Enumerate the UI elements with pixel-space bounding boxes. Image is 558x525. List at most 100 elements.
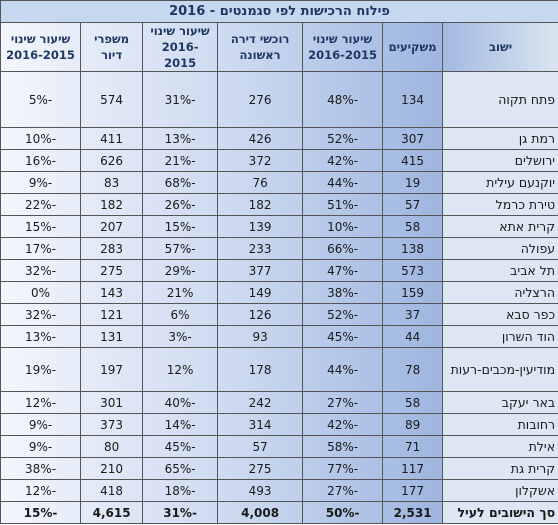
table-row: עפולה 138 -66% 233 -57% 283 -17% <box>0 237 558 260</box>
value-cell: 2,531 <box>382 501 444 524</box>
value-cell: 58 <box>382 391 444 414</box>
table-row: תל אביב 573 -47% 377 -29% 275 -32% <box>0 259 558 282</box>
value-cell: -9% <box>0 413 82 436</box>
value-cell: -22% <box>0 193 82 216</box>
column-header: שיעור שינוי 2016-2015 <box>302 22 384 72</box>
city-cell: קרית אתא <box>442 215 558 238</box>
city-cell: עפולה <box>442 237 558 260</box>
value-cell: 242 <box>217 391 304 414</box>
value-cell: -10% <box>302 215 384 238</box>
value-cell: -50% <box>302 501 384 524</box>
value-cell: -47% <box>302 259 384 282</box>
city-cell: אילת <box>442 435 558 458</box>
value-cell: 233 <box>217 237 304 260</box>
value-cell: 78 <box>382 347 444 392</box>
value-cell: -14% <box>142 413 219 436</box>
city-cell: יוקנעם עילית <box>442 171 558 194</box>
city-cell: הרצליה <box>442 281 558 304</box>
value-cell: -52% <box>302 127 384 150</box>
value-cell: 37 <box>382 303 444 326</box>
value-cell: -31% <box>142 501 219 524</box>
table-row: רחובות 89 -42% 314 -14% 373 -9% <box>0 413 558 436</box>
city-cell: אשקלון <box>442 479 558 502</box>
table-row: פתח תקוה 134 -48% 276 -31% 574 -5% <box>0 71 558 128</box>
value-cell: 574 <box>80 71 144 128</box>
value-cell: 276 <box>217 71 304 128</box>
value-cell: 71 <box>382 435 444 458</box>
value-cell: 197 <box>80 347 144 392</box>
value-cell: 57 <box>217 435 304 458</box>
value-cell: 307 <box>382 127 444 150</box>
value-cell: 178 <box>217 347 304 392</box>
city-cell: קרית גת <box>442 457 558 480</box>
column-header: משקיעים <box>382 22 444 72</box>
value-cell: -65% <box>142 457 219 480</box>
table-row: אשקלון 177 -27% 493 -18% 418 -12% <box>0 479 558 502</box>
value-cell: 121 <box>80 303 144 326</box>
value-cell: -27% <box>302 479 384 502</box>
table-row: סך הישובים לעיל 2,531 -50% 4,008 -31% 4,615 -1… <box>0 501 558 524</box>
value-cell: -15% <box>0 215 82 238</box>
value-cell: -66% <box>302 237 384 260</box>
value-cell: 83 <box>80 171 144 194</box>
value-cell: 177 <box>382 479 444 502</box>
value-cell: 21% <box>142 281 219 304</box>
city-cell: פתח תקוה <box>442 71 558 128</box>
table-row: הרצליה 159 -38% 149 21% 143 0% <box>0 281 558 304</box>
column-header: משפרי דיור <box>80 22 144 72</box>
value-cell: -12% <box>0 479 82 502</box>
value-cell: 626 <box>80 149 144 172</box>
value-cell: 210 <box>80 457 144 480</box>
value-cell: -16% <box>0 149 82 172</box>
table-row: אילת 71 -58% 57 -45% 80 -9% <box>0 435 558 458</box>
value-cell: -9% <box>0 171 82 194</box>
value-cell: -3% <box>142 325 219 348</box>
table-row: קרית גת 117 -77% 275 -65% 210 -38% <box>0 457 558 480</box>
table-row: יוקנעם עילית 19 -44% 76 -68% 83 -9% <box>0 171 558 194</box>
value-cell: -42% <box>302 149 384 172</box>
value-cell: 493 <box>217 479 304 502</box>
value-cell: -19% <box>0 347 82 392</box>
value-cell: -57% <box>142 237 219 260</box>
table-body: פתח תקוה 134 -48% 276 -31% 574 -5% רמת גן 307 -52… <box>0 71 558 524</box>
value-cell: -5% <box>0 71 82 128</box>
value-cell: 573 <box>382 259 444 282</box>
value-cell: 149 <box>217 281 304 304</box>
value-cell: -12% <box>0 391 82 414</box>
city-cell: כפר סבא <box>442 303 558 326</box>
value-cell: -21% <box>142 149 219 172</box>
value-cell: -40% <box>142 391 219 414</box>
value-cell: -44% <box>302 347 384 392</box>
value-cell: 89 <box>382 413 444 436</box>
value-cell: 275 <box>217 457 304 480</box>
value-cell: -32% <box>0 303 82 326</box>
value-cell: 58 <box>382 215 444 238</box>
table-row: טירת כרמל 57 -51% 182 -26% 182 -22% <box>0 193 558 216</box>
value-cell: 182 <box>80 193 144 216</box>
value-cell: -68% <box>142 171 219 194</box>
city-cell: הוד השרון <box>442 325 558 348</box>
value-cell: 57 <box>382 193 444 216</box>
value-cell: -42% <box>302 413 384 436</box>
value-cell: -15% <box>142 215 219 238</box>
value-cell: 159 <box>382 281 444 304</box>
value-cell: -13% <box>142 127 219 150</box>
value-cell: -38% <box>302 281 384 304</box>
value-cell: 19 <box>382 171 444 194</box>
header-row: ישוב משקיעים שיעור שינוי 2016-2015 רוכשי די… <box>0 22 558 72</box>
value-cell: 80 <box>80 435 144 458</box>
value-cell: -15% <box>0 501 82 524</box>
city-cell: רחובות <box>442 413 558 436</box>
value-cell: 143 <box>80 281 144 304</box>
value-cell: -38% <box>0 457 82 480</box>
value-cell: 377 <box>217 259 304 282</box>
table-row: הוד השרון 44 -45% 93 -3% 131 -13% <box>0 325 558 348</box>
value-cell: 411 <box>80 127 144 150</box>
value-cell: -18% <box>142 479 219 502</box>
table-row: קרית אתא 58 -10% 139 -15% 207 -15% <box>0 215 558 238</box>
value-cell: -77% <box>302 457 384 480</box>
city-cell: רמת גן <box>442 127 558 150</box>
value-cell: 301 <box>80 391 144 414</box>
value-cell: 131 <box>80 325 144 348</box>
